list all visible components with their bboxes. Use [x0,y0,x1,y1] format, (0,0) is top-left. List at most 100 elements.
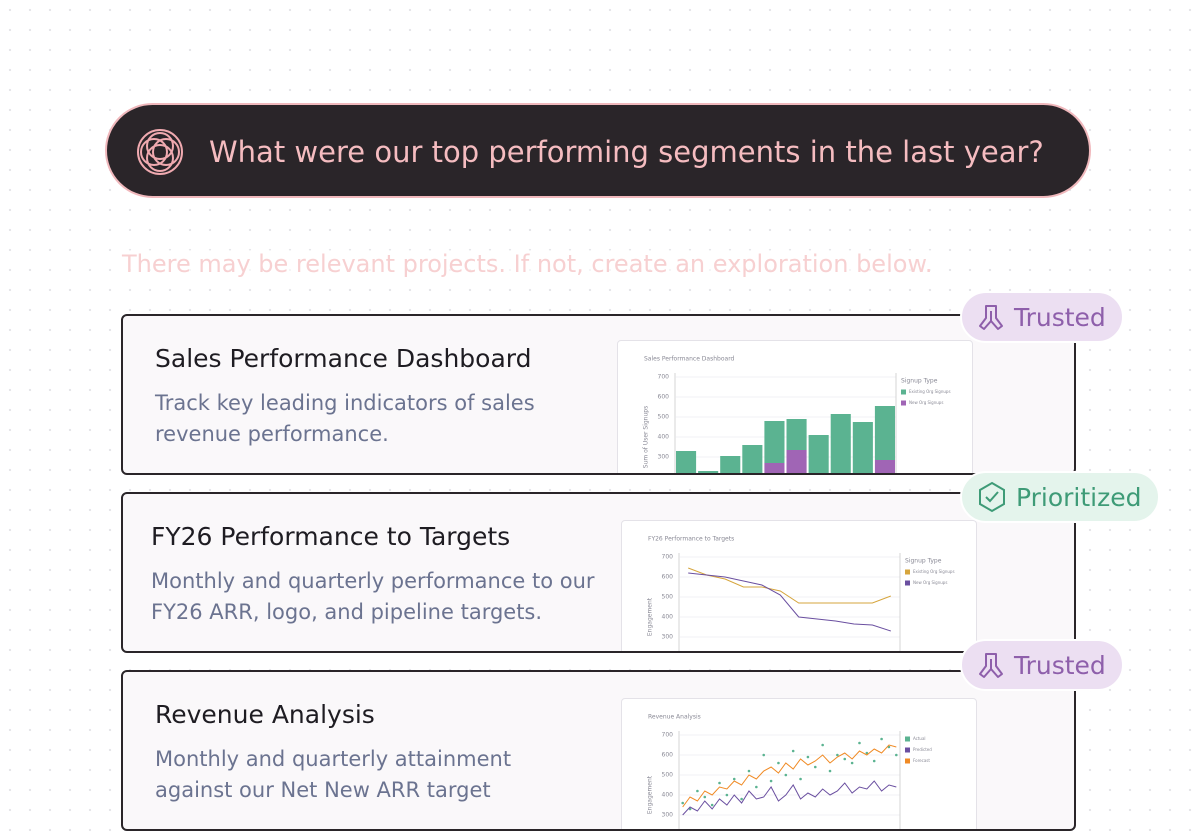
legend-swatch [901,400,906,406]
line-series [682,744,897,808]
y-axis-label: Sum of User Signups [643,406,650,468]
scatter-point [747,769,751,773]
project-card[interactable]: Sales Performance Dashboard Track key le… [121,314,1076,475]
scatter-point [703,795,707,799]
bar-segment [676,451,697,473]
badge-text: Trusted [1014,302,1106,332]
y-tick-label: 300 [662,812,674,819]
scatter-point [681,801,684,805]
y-tick-label: 700 [658,374,670,381]
legend-label: Forecast [913,758,930,763]
prioritized-badge: Prioritized [960,471,1160,523]
line-series [688,572,891,632]
badge-text: Prioritized [1016,482,1142,512]
trusted-badge: Trusted [960,639,1124,691]
trusted-icon [979,305,1003,330]
legend-title: Signup Type [905,558,942,565]
scatter-point [850,761,854,765]
card-description: Monthly and quarterly attainment against… [155,747,512,802]
scatter-point [895,753,898,757]
legend-label: Existing Org Signups [909,389,951,394]
trusted-badge: Trusted [960,291,1124,343]
scatter-point [725,793,729,797]
scatter-point [784,773,788,777]
bar-segment [764,463,785,473]
bar-segment [720,456,741,473]
scatter-point [791,749,795,753]
scatter-point [843,757,847,761]
chart-title: FY26 Performance to Targets [648,536,734,543]
legend-label: New Org Signups [913,580,947,585]
scatter-point [732,777,736,781]
scatter-point [836,753,839,757]
chart-thumbnail: Revenue Analysis Engagement 300 400 500 600 70… [621,698,977,829]
bar-segment [874,460,895,473]
y-axis-label: Engagement [647,775,654,814]
y-tick-label: 700 [662,732,674,739]
plot [681,737,898,816]
line-series [688,567,891,604]
scatter-point [777,761,780,765]
prompt-text: What were our top performing segments in… [209,135,1044,169]
line-series [682,780,897,816]
scatter-point [799,777,802,781]
bar-segment [786,450,807,473]
card-description: Track key leading indicators of sales re… [155,391,535,446]
chart-title: Sales Performance Dashboard [644,356,735,363]
badge-text: Trusted [1014,650,1106,680]
y-tick-label: 500 [662,772,674,779]
y-tick-label: 700 [662,554,674,561]
scatter-point [740,797,743,801]
legend-label: New Org Signups [909,400,943,405]
scatter-point [858,741,861,745]
y-tick-label: 300 [662,634,674,641]
prompt-icon [137,129,183,175]
bar-segment [852,422,873,473]
y-tick-label: 500 [658,414,670,421]
legend-swatch [905,569,910,575]
legend-swatch [901,389,906,395]
prompt-bar[interactable]: What were our top performing segments in… [105,103,1091,198]
scatter-point [828,769,832,773]
y-tick-label: 600 [662,574,674,581]
scatter-point [821,743,824,747]
legend-label: Actual [913,736,926,741]
bar-segment [808,435,829,473]
y-axis-label: Engagement [647,597,654,636]
y-tick-label: 400 [658,434,670,441]
bar-segment [764,421,785,463]
project-card[interactable]: FY26 Performance to Targets Monthly and … [121,492,1076,653]
y-tick-label: 400 [662,614,674,621]
legend-label: Existing Org Signups [913,569,955,574]
bar-segment [830,414,851,473]
chart-title: Revenue Analysis [648,714,701,721]
scatter-point [865,751,869,755]
bar-segment [874,406,895,460]
prioritized-icon [979,481,1005,513]
legend-swatch [905,747,910,753]
card-description: Monthly and quarterly performance to our… [151,569,595,624]
chart-thumbnail: Sales Performance Dashboard Sum of User S… [617,340,973,473]
legend-title: Signup Type [901,378,938,385]
y-tick-label: 600 [662,752,674,759]
legend-swatch [905,736,910,742]
project-card[interactable]: Revenue Analysis Monthly and quarterly a… [121,670,1076,831]
bar-segment [698,471,719,473]
bar-segment [742,445,763,473]
hint-text: There may be relevant projects. If not, … [122,250,933,278]
scatter-point [718,781,721,785]
scatter-point [762,753,766,757]
y-tick-label: 400 [662,792,674,799]
y-tick-label: 600 [658,394,670,401]
trusted-icon [979,653,1003,678]
scatter-point [813,765,817,769]
legend-label: Predicted [913,747,932,752]
y-tick-label: 300 [658,454,670,461]
scatter-point [880,737,883,741]
y-tick-label: 500 [662,594,674,601]
card-title: Sales Performance Dashboard [155,344,532,373]
scatter-point [710,803,714,807]
scatter-point [769,779,773,783]
plot [676,406,895,473]
